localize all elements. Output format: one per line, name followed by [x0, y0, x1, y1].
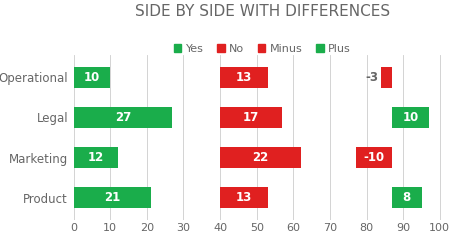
- Bar: [392, 188, 420, 208]
- Bar: [73, 188, 150, 208]
- Text: 8: 8: [402, 191, 410, 204]
- Title: SIDE BY SIDE WITH DIFFERENCES: SIDE BY SIDE WITH DIFFERENCES: [134, 4, 389, 19]
- Legend: Yes, No, Minus, Plus: Yes, No, Minus, Plus: [169, 39, 354, 58]
- Bar: [219, 188, 267, 208]
- Text: 27: 27: [115, 111, 131, 124]
- Bar: [219, 107, 282, 128]
- Text: 13: 13: [235, 191, 252, 204]
- Text: -10: -10: [363, 151, 384, 164]
- Text: 12: 12: [87, 151, 103, 164]
- Text: 10: 10: [402, 111, 418, 124]
- Bar: [392, 107, 428, 128]
- Text: 22: 22: [252, 151, 268, 164]
- Bar: [73, 107, 172, 128]
- Bar: [219, 147, 300, 168]
- Bar: [355, 147, 392, 168]
- Bar: [73, 147, 118, 168]
- Text: 21: 21: [104, 191, 120, 204]
- Text: 13: 13: [235, 71, 252, 84]
- Bar: [219, 67, 267, 87]
- Text: 17: 17: [242, 111, 259, 124]
- Bar: [381, 67, 392, 87]
- Text: -3: -3: [364, 71, 377, 84]
- Bar: [73, 67, 110, 87]
- Text: 10: 10: [84, 71, 100, 84]
